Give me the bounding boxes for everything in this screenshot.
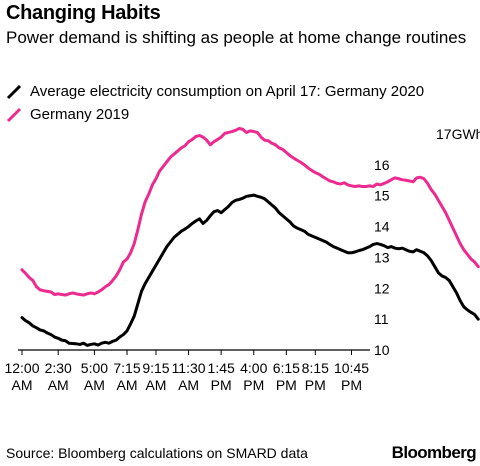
series-line-2019 bbox=[20, 126, 480, 297]
x-tick-label-period: AM bbox=[178, 377, 199, 393]
x-tick-label: 4:00 bbox=[240, 360, 267, 376]
series-line-2020 bbox=[20, 193, 480, 347]
x-tick-label: 8:15 bbox=[302, 360, 329, 376]
legend-swatch-2020 bbox=[6, 84, 22, 99]
legend-item-2019: Germany 2019 bbox=[6, 103, 424, 126]
x-tick-label-period: AM bbox=[12, 377, 33, 393]
legend-swatch-line-2019 bbox=[6, 107, 22, 122]
legend-swatch-2019 bbox=[6, 107, 22, 122]
x-tick-label-period: PM bbox=[211, 377, 232, 393]
bloomberg-logo: Bloomberg bbox=[391, 443, 477, 462]
x-tick-label: 5:00 bbox=[81, 360, 108, 376]
x-tick-label-period: AM bbox=[48, 377, 69, 393]
line-chart: 1011121314151617GWh12:00AM2:30AM5:00AM7:… bbox=[4, 126, 480, 393]
y-tick-label: 15 bbox=[374, 188, 390, 204]
x-tick-label-period: PM bbox=[243, 377, 264, 393]
legend-label-2020: Average electricity consumption on April… bbox=[30, 83, 425, 100]
legend-swatch-line-2020 bbox=[6, 84, 22, 99]
y-tick-label: 10 bbox=[374, 342, 390, 358]
x-tick-label-period: PM bbox=[276, 377, 297, 393]
y-tick-label: 13 bbox=[374, 249, 390, 265]
legend-item-2020: Average electricity consumption on April… bbox=[6, 80, 424, 103]
chart-title: Changing Habits bbox=[6, 2, 161, 24]
y-tick-label: 16 bbox=[374, 157, 390, 173]
x-tick-label: 12:00 bbox=[4, 360, 39, 376]
x-tick-label-period: PM bbox=[305, 377, 326, 393]
x-tick-label-period: PM bbox=[341, 377, 362, 393]
x-tick-label: 10:45 bbox=[334, 360, 369, 376]
x-tick-label: 9:15 bbox=[142, 360, 169, 376]
y-tick-label: 11 bbox=[374, 311, 389, 327]
x-tick-label-period: AM bbox=[145, 377, 166, 393]
y-tick-label: 17GWh bbox=[436, 126, 480, 142]
legend: Average electricity consumption on April… bbox=[6, 80, 424, 126]
x-tick-label: 2:30 bbox=[45, 360, 72, 376]
x-tick-label: 1:45 bbox=[208, 360, 235, 376]
x-tick-label: 11:30 bbox=[172, 360, 206, 376]
x-tick-label: 6:15 bbox=[273, 360, 300, 376]
x-tick-label-period: AM bbox=[117, 377, 138, 393]
y-tick-label: 14 bbox=[374, 219, 390, 235]
x-tick-label-period: AM bbox=[84, 377, 105, 393]
legend-label-2019: Germany 2019 bbox=[30, 106, 130, 123]
y-tick-label: 12 bbox=[374, 280, 390, 296]
x-tick-label: 7:15 bbox=[113, 360, 140, 376]
chart-subtitle: Power demand is shifting as people at ho… bbox=[6, 28, 467, 47]
source-note: Source: Bloomberg calculations on SMARD … bbox=[6, 445, 308, 461]
